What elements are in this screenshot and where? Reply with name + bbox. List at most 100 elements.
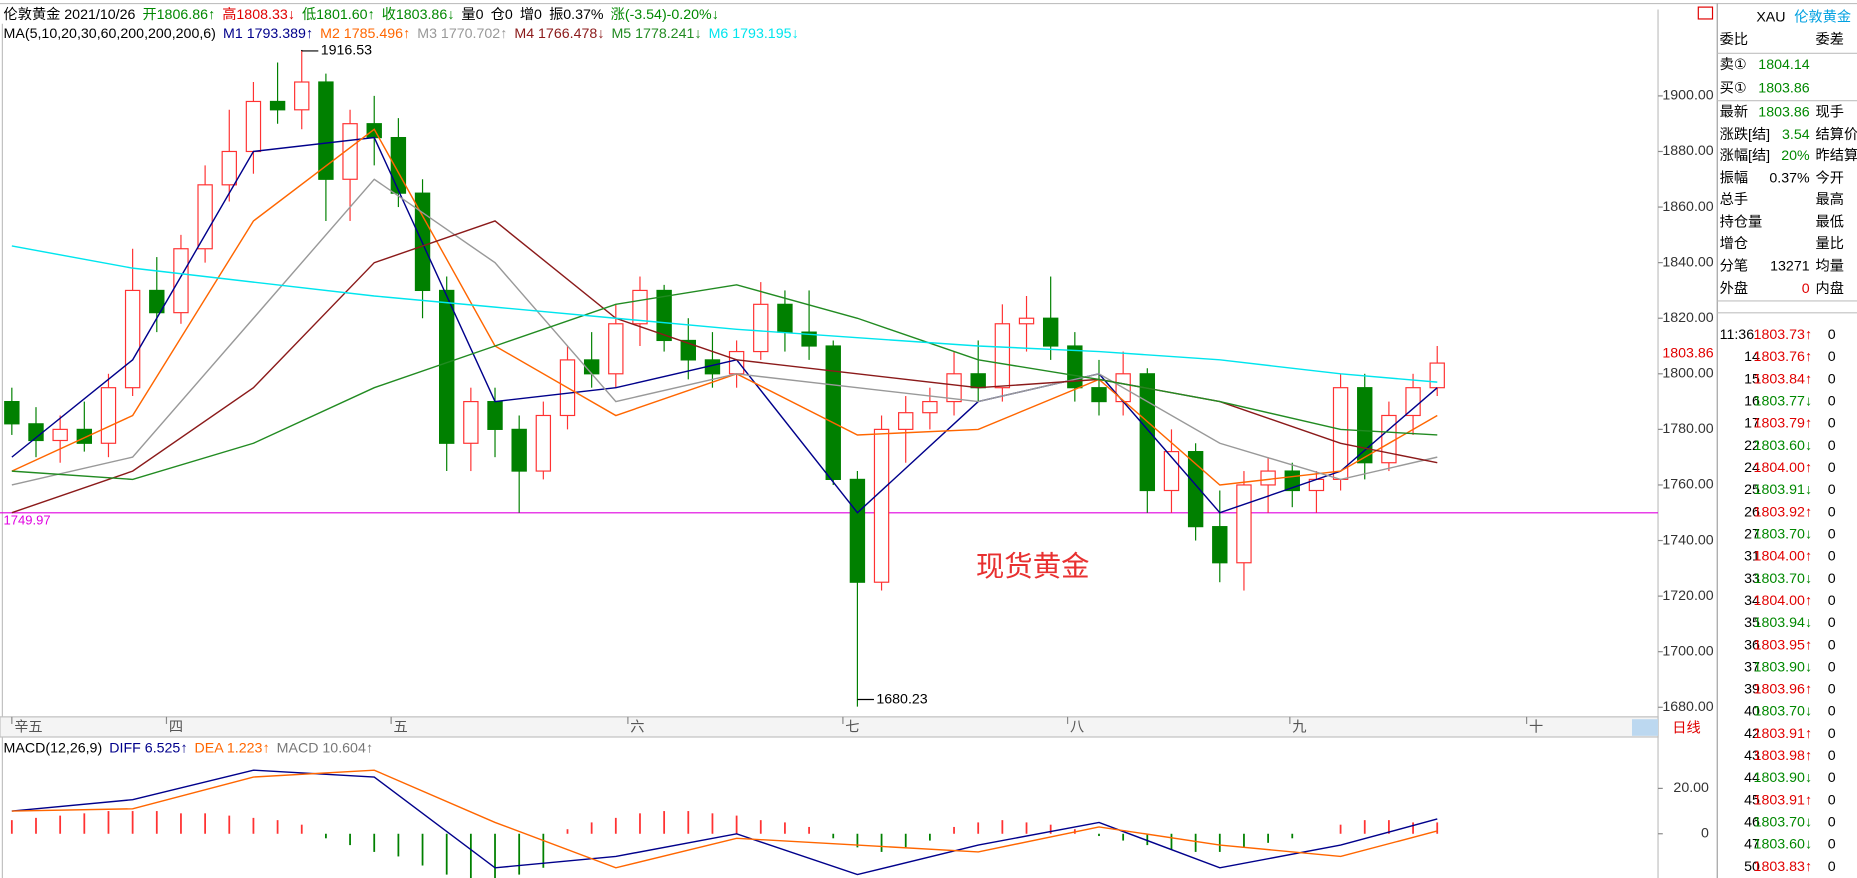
tick-time: 39 xyxy=(1744,682,1760,698)
tick-volume: 0 xyxy=(1828,792,1836,808)
candle-body xyxy=(825,345,841,480)
quote-value: 20% xyxy=(1781,148,1810,164)
last-price-label: 1803.86 xyxy=(1662,345,1713,361)
quote-header: 收1803.86↓ xyxy=(382,6,455,23)
quote-label: 委比 xyxy=(1720,31,1748,48)
candle-body xyxy=(439,289,455,444)
period-tab[interactable]: 日线 xyxy=(1672,719,1700,736)
candle-body xyxy=(680,339,696,361)
quote-header: 伦敦黄金 2021/10/26 xyxy=(4,6,136,23)
y-tick-label: 1800.00 xyxy=(1662,366,1713,382)
candle-body xyxy=(390,136,407,194)
y-tick-label: 1740.00 xyxy=(1662,532,1713,548)
quote-label: 最高 xyxy=(1816,191,1844,208)
tick-price: 1803.70↓ xyxy=(1754,704,1812,720)
x-tick-label: 四 xyxy=(169,719,183,735)
candle-body xyxy=(1212,526,1228,564)
quote-value: 1803.86 xyxy=(1758,81,1809,97)
indicator-line xyxy=(11,178,1438,486)
main-plot: 现货黄金 xyxy=(0,49,1659,707)
y-tick-label: 20.00 xyxy=(1673,780,1709,796)
ma-legend: M5 1778.241↓ xyxy=(611,26,701,42)
quote-label: 均量 xyxy=(1816,257,1844,274)
macd-legend: DEA 1.223↑ xyxy=(195,741,270,757)
quote-label: 分笔 xyxy=(1720,257,1748,274)
candle-body xyxy=(970,373,986,389)
tick-volume: 0 xyxy=(1828,526,1836,542)
x-tick-label: 辛五 xyxy=(14,718,42,735)
candle-body xyxy=(1139,373,1156,492)
candle-body xyxy=(898,412,914,430)
quote-header: 量0 xyxy=(461,7,483,23)
quote-header: 仓0 xyxy=(491,6,513,23)
tick-volume: 0 xyxy=(1828,615,1836,631)
candle-body xyxy=(1042,317,1059,347)
tick-time: 36 xyxy=(1744,637,1760,653)
quote-value: 13271 xyxy=(1770,258,1810,274)
tick-price: 1803.84↑ xyxy=(1754,371,1812,387)
tick-time: 27 xyxy=(1744,526,1760,542)
candle-body xyxy=(100,387,117,444)
candle-body xyxy=(873,428,890,583)
candle-body xyxy=(463,400,479,444)
tick-volume: 0 xyxy=(1828,416,1836,432)
candle-body xyxy=(124,289,141,389)
tick-volume: 0 xyxy=(1828,371,1836,387)
candle-body xyxy=(1018,317,1035,325)
candle-body xyxy=(511,428,527,472)
window-button[interactable] xyxy=(1697,6,1714,20)
macd-plot xyxy=(10,769,1439,878)
tick-price: 1803.76↑ xyxy=(1754,349,1812,365)
candle-body xyxy=(52,428,68,442)
candle-body xyxy=(173,248,189,314)
tick-volume: 0 xyxy=(1828,637,1836,653)
tick-time: 22 xyxy=(1744,438,1760,454)
x-tick-label: 九 xyxy=(1292,718,1306,735)
quote-label: 增仓 xyxy=(1720,235,1748,252)
quote-header: 开1806.86↑ xyxy=(142,7,215,23)
tick-volume: 0 xyxy=(1828,571,1836,587)
tick-volume: 0 xyxy=(1828,837,1836,853)
tick-price: 1804.00↑ xyxy=(1754,593,1812,609)
indicator-line xyxy=(11,245,1438,383)
quote-label: 外盘 xyxy=(1720,279,1748,297)
tick-volume: 0 xyxy=(1828,682,1836,698)
candle-body xyxy=(221,150,237,186)
tick-price: 1803.90↓ xyxy=(1754,659,1812,675)
indicator-line xyxy=(11,284,1438,481)
candle-body xyxy=(535,414,552,472)
candle-body xyxy=(849,478,866,583)
tick-price: 1803.90↓ xyxy=(1754,770,1812,786)
horizontal-line-label: 1749.97 xyxy=(4,513,51,528)
candle-body xyxy=(76,428,93,444)
ma-legend: M6 1793.195↓ xyxy=(709,26,799,42)
candle-body xyxy=(632,289,648,325)
candle-body xyxy=(149,289,165,314)
tick-volume: 0 xyxy=(1828,349,1836,365)
tick-volume: 0 xyxy=(1828,482,1836,498)
candle-body xyxy=(1236,484,1252,564)
tick-price: 1803.60↓ xyxy=(1754,438,1812,454)
candle-body xyxy=(269,100,286,111)
tick-volume: 0 xyxy=(1828,327,1836,343)
x-tick-label: 七 xyxy=(845,718,859,735)
quote-label: 总手 xyxy=(1720,191,1748,208)
date-axis xyxy=(0,716,1659,738)
macd-legend: MACD(12,26,9) xyxy=(4,741,103,757)
tick-price: 1803.91↓ xyxy=(1754,482,1812,498)
ma-legend: MA(5,10,20,30,60,200,200,200,6) xyxy=(4,26,216,42)
tick-time: 47 xyxy=(1744,837,1760,853)
tick-time: 50 xyxy=(1744,859,1760,875)
quote-label: 今开 xyxy=(1816,170,1844,187)
candle-body xyxy=(1405,387,1421,417)
candle-body xyxy=(342,123,358,180)
quote-label: 结算价 xyxy=(1816,126,1857,143)
macd-legend: MACD 10.604↑ xyxy=(277,741,373,757)
candle-body xyxy=(294,81,310,111)
scroll-thumb[interactable] xyxy=(1631,719,1659,736)
quote-header: 高1808.33↓ xyxy=(222,6,295,23)
tick-price: 1803.91↑ xyxy=(1754,792,1812,808)
tick-price: 1803.95↑ xyxy=(1754,637,1812,653)
quote-label: 买① xyxy=(1720,80,1747,97)
